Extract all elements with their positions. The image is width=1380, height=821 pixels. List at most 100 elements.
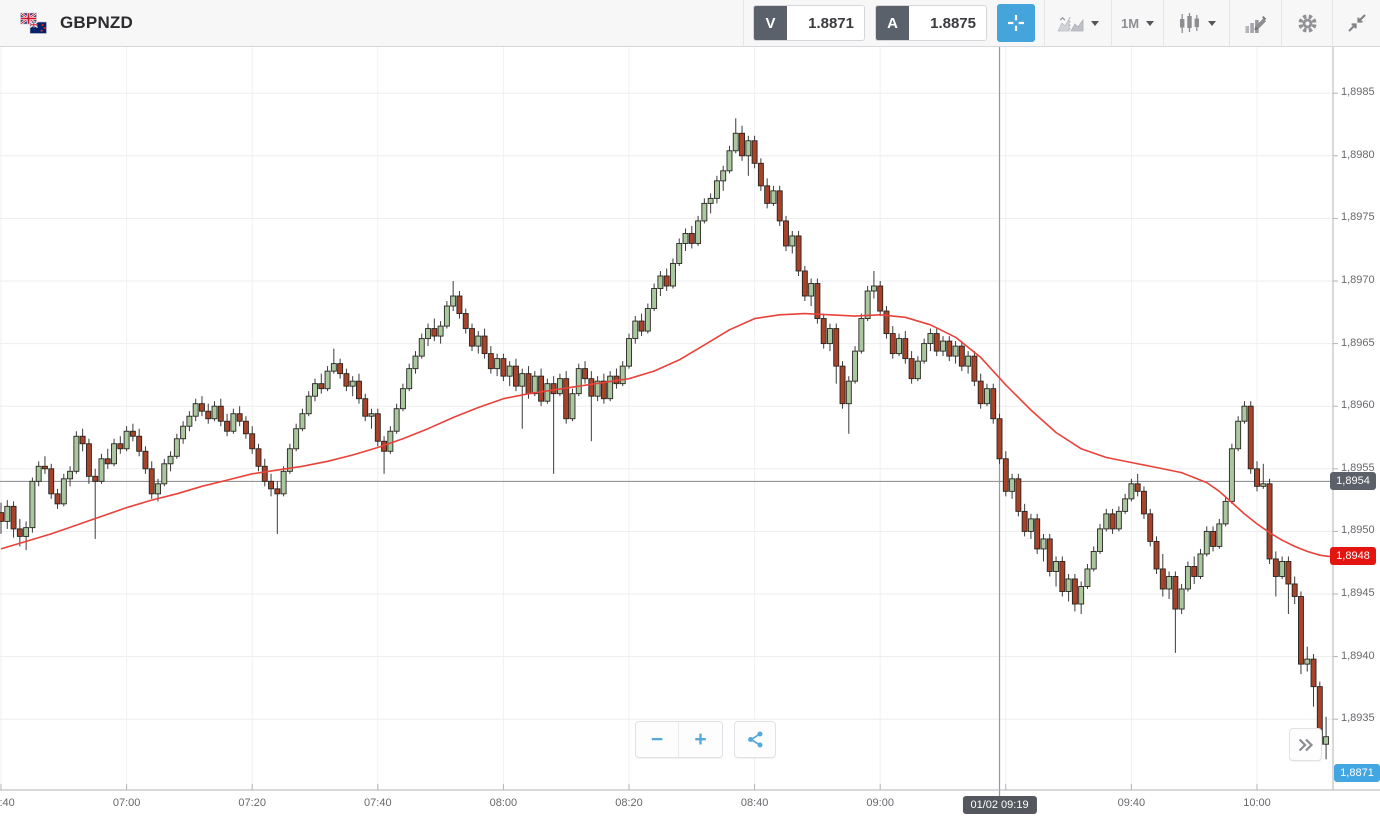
uk-nz-flags-icon [20, 11, 47, 34]
toolbar-controls: V 1.8871 A 1.8875 [743, 0, 1380, 46]
share-button[interactable] [734, 721, 776, 758]
crosshair-tool-button[interactable] [997, 4, 1035, 42]
axes [0, 47, 1380, 791]
candle-up [864, 290, 871, 320]
chevron-down-icon [1091, 20, 1099, 26]
candle-down [16, 528, 23, 537]
candle-up [305, 395, 312, 415]
candle-up [29, 480, 36, 529]
candle-down [764, 185, 771, 204]
candle-up [1203, 530, 1210, 555]
candle-down [1172, 576, 1179, 610]
candle-up [670, 263, 676, 287]
settings-button[interactable] [1281, 0, 1332, 46]
candle-up [713, 180, 720, 199]
timeframe-selector[interactable]: 1M [1111, 0, 1163, 46]
candle-up [35, 465, 42, 482]
candle-down [1298, 596, 1304, 665]
candle-up [632, 320, 639, 340]
candle-up [1027, 518, 1034, 532]
collapse-chart-button[interactable] [1332, 0, 1380, 46]
instrument-title: GBPNZD [60, 13, 133, 32]
candle-up [180, 425, 187, 440]
candle-down [148, 468, 155, 495]
chart-plot-area[interactable] [0, 47, 1380, 821]
candlestick-type-icon [1179, 12, 1199, 33]
candle-up [1166, 576, 1173, 590]
candle-down [990, 388, 997, 420]
candle-down [977, 380, 984, 405]
candle-up [173, 438, 180, 457]
candle-down [801, 270, 808, 297]
candle-down [1021, 510, 1028, 532]
zoom-in-button[interactable]: + [679, 722, 722, 757]
candle-down [261, 465, 268, 482]
candle-up [412, 355, 419, 370]
candle-down [958, 345, 965, 367]
candle-down [456, 295, 463, 315]
candle-up [312, 383, 318, 397]
candle-down [1071, 578, 1078, 605]
candle-down [1002, 458, 1009, 492]
price-tick-label: 1,8975 [1341, 211, 1375, 224]
candle-up [657, 275, 664, 289]
candle-up [519, 373, 526, 387]
candle-up [965, 355, 972, 367]
candle-up [858, 318, 865, 352]
compare-charts-button[interactable] [1044, 0, 1111, 46]
candle-down [1191, 566, 1198, 577]
chevron-down-icon [1207, 20, 1216, 26]
candle-down [946, 340, 953, 357]
candle-up [952, 345, 959, 357]
double-chevron-right-icon [1298, 738, 1313, 751]
candle-up [98, 458, 105, 482]
collapse-chart-icon [1347, 14, 1366, 32]
candle-down [538, 375, 545, 402]
price-tick-label: 1,8950 [1341, 524, 1375, 537]
candle-up [1040, 538, 1047, 550]
chart-toolbar: GBPNZD V 1.8871 A 1.8875 [0, 0, 1380, 47]
candle-up [1103, 513, 1110, 530]
candle-down [1015, 478, 1022, 512]
candlestick-series [0, 118, 1330, 760]
candle-down [1247, 405, 1254, 470]
candle-down [600, 380, 607, 400]
candle-up [896, 338, 902, 355]
candle-down [971, 355, 978, 382]
zoom-out-button[interactable]: − [636, 722, 680, 757]
candle-down [374, 413, 381, 442]
buy-quote-button[interactable]: A 1.8875 [875, 5, 987, 41]
candle-down [318, 383, 325, 390]
candle-up [286, 448, 293, 472]
chart-type-button[interactable] [1163, 0, 1229, 46]
candle-down [1291, 583, 1298, 597]
price-tick-label: 1,8960 [1341, 399, 1375, 412]
candle-down [48, 468, 55, 495]
drawing-tools-button[interactable] [1229, 0, 1281, 46]
candle-up [443, 305, 450, 327]
candle-up [607, 375, 614, 400]
candle-up [475, 335, 482, 347]
horizontal-gridlines [0, 92, 1333, 720]
candle-up [1078, 586, 1085, 605]
candle-down [54, 493, 61, 505]
time-tick-label: 06:40 [0, 797, 15, 809]
candle-up [1053, 560, 1059, 572]
candle-up [230, 413, 237, 432]
candle-up [984, 388, 990, 405]
chevron-down-icon [1146, 20, 1155, 26]
candle-down [1046, 538, 1053, 572]
candle-up [626, 338, 632, 367]
quote-panel: V 1.8871 A 1.8875 [743, 0, 1044, 46]
price-tick-label: 1,8970 [1341, 274, 1375, 286]
candle-down [268, 480, 274, 490]
candle-down [79, 435, 86, 445]
candle-down [638, 320, 645, 332]
sell-quote-button[interactable]: V 1.8871 [753, 5, 865, 41]
candle-down [431, 328, 438, 337]
price-tick-label: 1,8935 [1341, 712, 1375, 725]
fast-forward-button[interactable] [1289, 728, 1322, 761]
candle-down [500, 358, 507, 377]
candle-up [111, 443, 117, 465]
sell-price: 1.8871 [787, 6, 864, 40]
